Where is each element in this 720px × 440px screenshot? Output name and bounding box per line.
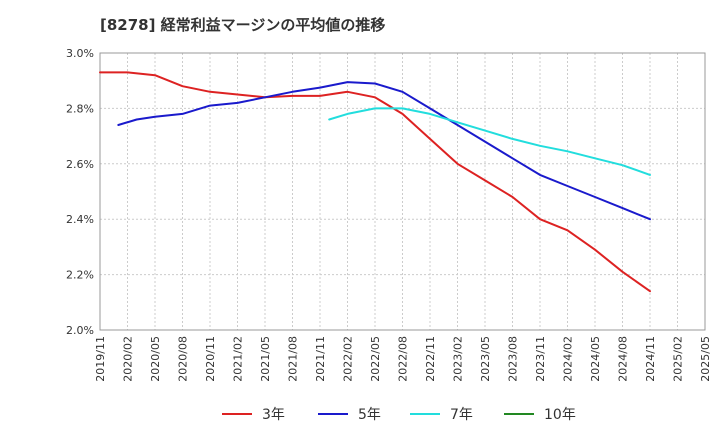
series-line [117,81,651,221]
x-tick-label: 2024/02 [562,336,575,382]
y-tick-label: 2.4% [66,213,94,226]
x-tick-label: 2023/11 [534,336,547,382]
x-tick-label: 2022/02 [342,336,355,382]
x-tick-label: 2024/08 [617,336,630,382]
x-tick-label: 2021/08 [287,336,300,382]
x-tick-label: 2025/02 [672,336,685,382]
series-lines [99,71,651,293]
x-axis: 2019/11 2020/02 2020/05 2020/08 2020/11 2021/… [94,336,712,382]
y-tick-label: 2.8% [66,102,94,115]
y-tick-label: 3.0% [66,47,94,60]
x-tick-label: 2024/11 [644,336,657,382]
y-tick-label: 2.2% [66,269,94,282]
x-tick-label: 2023/08 [507,336,520,382]
y-axis: 3.0% 2.8% 2.6% 2.4% 2.2% 2.0% [66,47,94,337]
x-tick-label: 2021/11 [314,336,327,382]
series-line [99,71,651,293]
x-tick-label: 2020/11 [204,336,217,382]
x-tick-label: 2023/05 [479,336,492,382]
x-tick-label: 2021/02 [232,336,245,382]
x-tick-label: 2024/05 [589,336,602,382]
plot-area-border [99,52,706,331]
x-tick-label: 2023/02 [452,336,465,382]
chart-title: [8278] 経常利益マージンの平均値の推移 [100,16,385,34]
x-tick-label: 2020/08 [177,336,190,382]
x-tick-label: 2025/05 [699,336,712,382]
series-line [328,107,651,176]
x-tick-label: 2020/02 [122,336,135,382]
legend-label: 7年 [450,407,473,423]
legend: 3年 5年 7年 10年 [222,407,576,423]
grid-lines [99,52,706,331]
x-tick-label: 2021/05 [259,336,272,382]
legend-label: 5年 [358,407,381,423]
legend-label: 10年 [544,407,576,423]
x-tick-label: 2020/05 [149,336,162,382]
x-tick-label: 2019/11 [94,336,107,382]
x-tick-label: 2022/11 [424,336,437,382]
x-tick-label: 2022/08 [397,336,410,382]
y-tick-label: 2.6% [66,158,94,171]
y-tick-label: 2.0% [66,324,94,337]
x-tick-label: 2022/05 [369,336,382,382]
legend-label: 3年 [262,407,285,423]
